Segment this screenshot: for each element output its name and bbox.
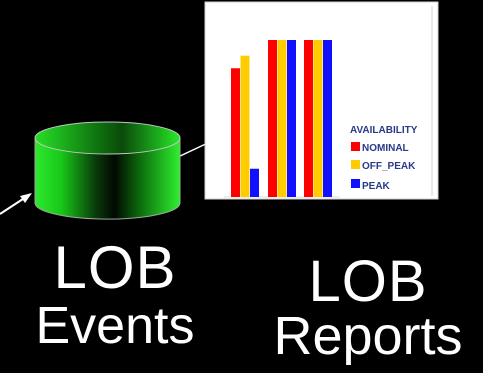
legend-entry-peak: PEAK (362, 181, 391, 192)
bar-group3-off-peak (313, 40, 323, 197)
legend-entry-nominal: NOMINAL (362, 143, 409, 154)
lob-events-line1: LOB (53, 234, 177, 301)
incoming-arrow (0, 193, 32, 215)
lob-reports-line1: LOB (308, 249, 428, 314)
lob-reports-label: LOB Reports (253, 249, 483, 366)
database-cylinder-icon (34, 121, 181, 220)
legend-entry-off-peak: OFF_PEAK (362, 161, 416, 172)
bar-group1-nominal (231, 68, 240, 197)
bar-group1-peak (250, 168, 259, 197)
lob-events-label: LOB Events (20, 234, 210, 355)
bar-group2-peak (287, 40, 296, 197)
bar-group2-nominal (268, 40, 277, 197)
bar-group3-peak (323, 40, 332, 197)
legend-swatch-peak (351, 179, 360, 188)
bar-group2-off-peak (277, 40, 287, 197)
availability-bars (231, 40, 332, 198)
legend-swatch-nominal (351, 142, 360, 151)
report-panel: AVAILABILITY NOMINAL OFF_PEAK PEAK (204, 1, 439, 200)
bar-group3-nominal (304, 40, 313, 197)
legend-swatch-off-peak (351, 160, 360, 169)
lob-events-line2: Events (35, 297, 195, 355)
chart-legend: AVAILABILITY NOMINAL OFF_PEAK PEAK (350, 125, 418, 192)
lob-reports-line2: Reports (273, 306, 463, 366)
bar-group1-off-peak (240, 55, 250, 198)
legend-title: AVAILABILITY (350, 125, 418, 136)
